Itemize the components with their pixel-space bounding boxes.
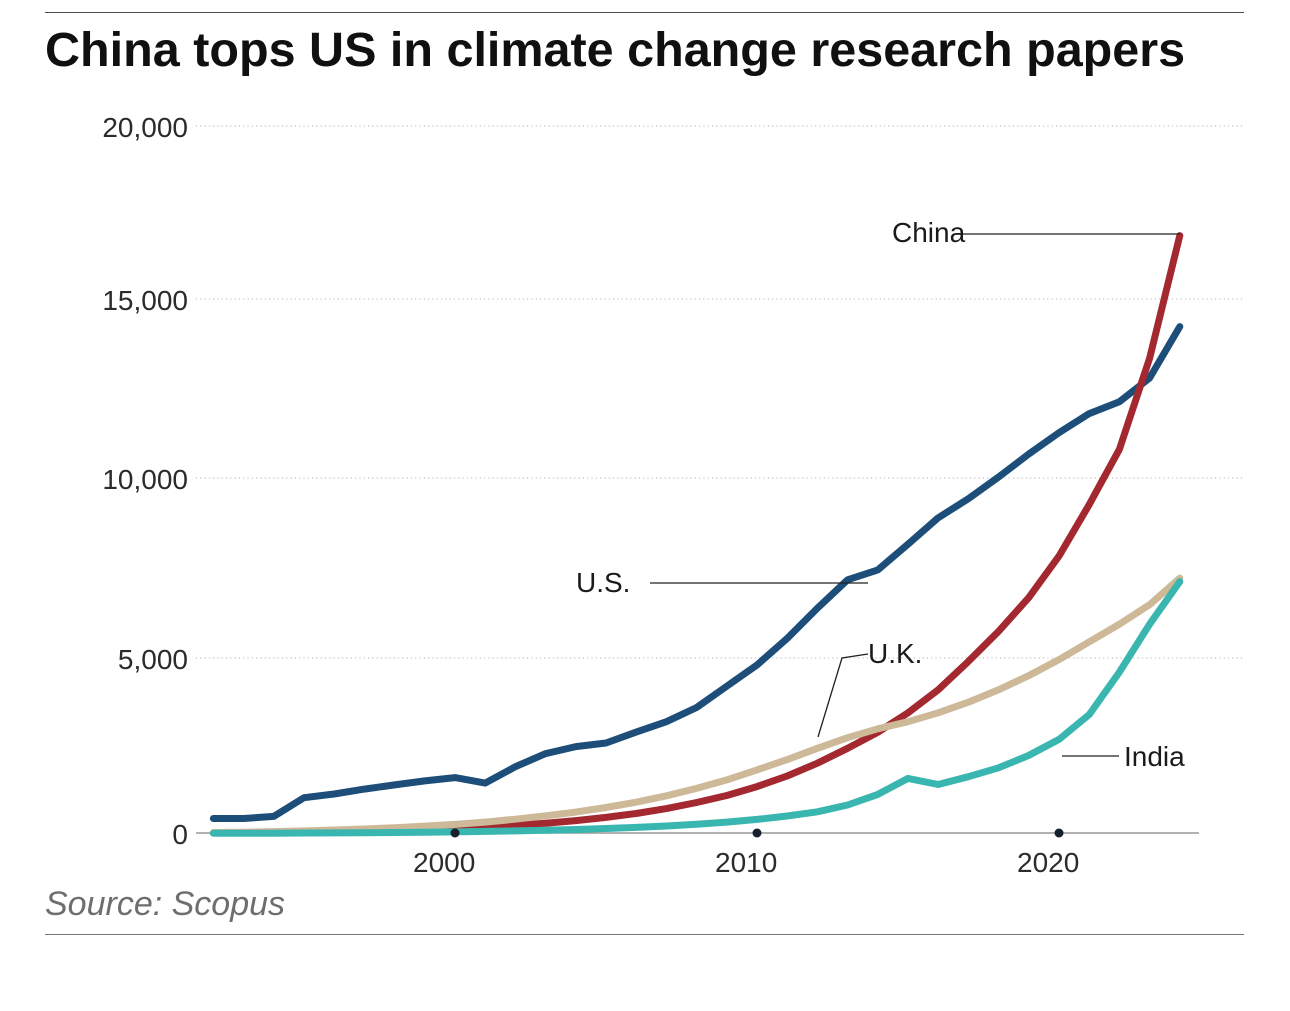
svg-text:China: China <box>892 217 966 248</box>
svg-text:U.K.: U.K. <box>868 638 922 669</box>
svg-text:U.S.: U.S. <box>576 567 630 598</box>
svg-text:India: India <box>1124 741 1185 772</box>
